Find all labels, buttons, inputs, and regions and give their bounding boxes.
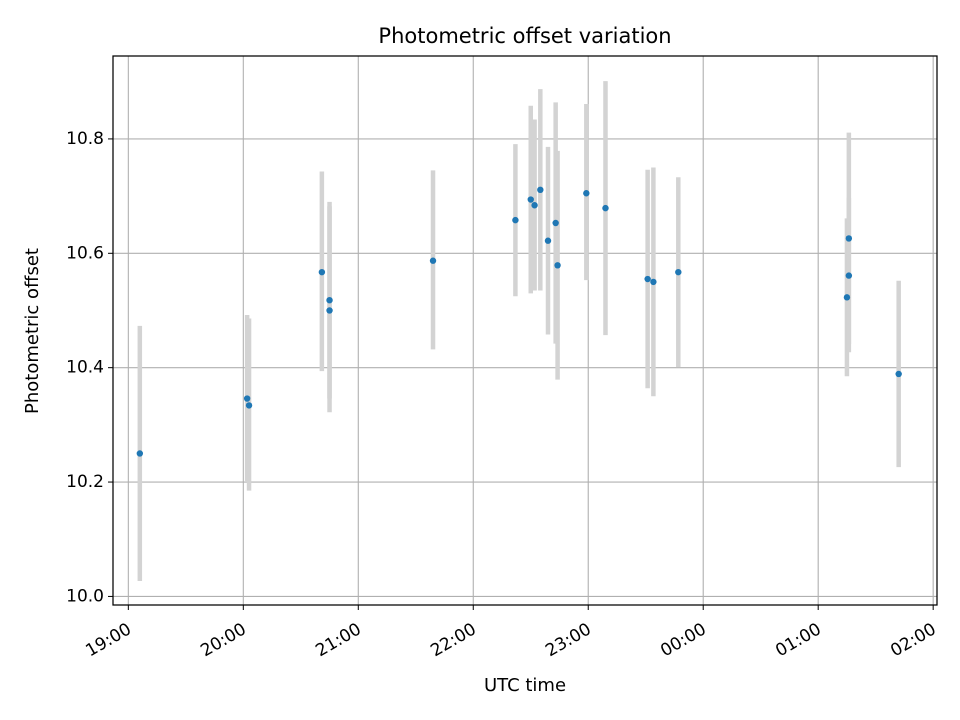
data-point <box>527 196 534 203</box>
data-point <box>429 257 437 264</box>
data-points <box>136 186 902 457</box>
data-point <box>845 272 853 279</box>
y-tick-label: 10.4 <box>66 358 104 378</box>
data-point <box>554 262 561 269</box>
data-point <box>602 204 609 212</box>
y-tick-label: 10.0 <box>66 586 104 606</box>
data-point <box>895 370 902 378</box>
y-tick-label: 10.8 <box>66 129 104 149</box>
data-point <box>243 395 251 402</box>
y-tick-label: 10.2 <box>66 472 104 492</box>
data-point <box>318 268 326 276</box>
x-axis-label: UTC time <box>484 675 566 696</box>
plot-area <box>113 56 937 605</box>
data-point <box>843 294 851 301</box>
data-point <box>326 296 333 304</box>
data-point <box>136 450 144 457</box>
plot-frame <box>112 55 938 606</box>
y-axis-label: Photometric offset <box>22 248 43 414</box>
data-point <box>583 190 590 197</box>
data-point <box>845 235 853 242</box>
data-point <box>552 219 559 227</box>
y-tick-label: 10.6 <box>66 243 104 263</box>
data-point <box>531 202 538 209</box>
data-point <box>675 268 682 276</box>
data-point <box>544 237 552 244</box>
data-point <box>326 307 333 314</box>
data-point <box>537 186 544 194</box>
grid <box>113 56 937 605</box>
data-point <box>650 278 657 286</box>
data-point <box>512 216 519 224</box>
data-point <box>245 402 253 409</box>
chart-title: Photometric offset variation <box>378 24 671 48</box>
data-point <box>644 275 651 283</box>
